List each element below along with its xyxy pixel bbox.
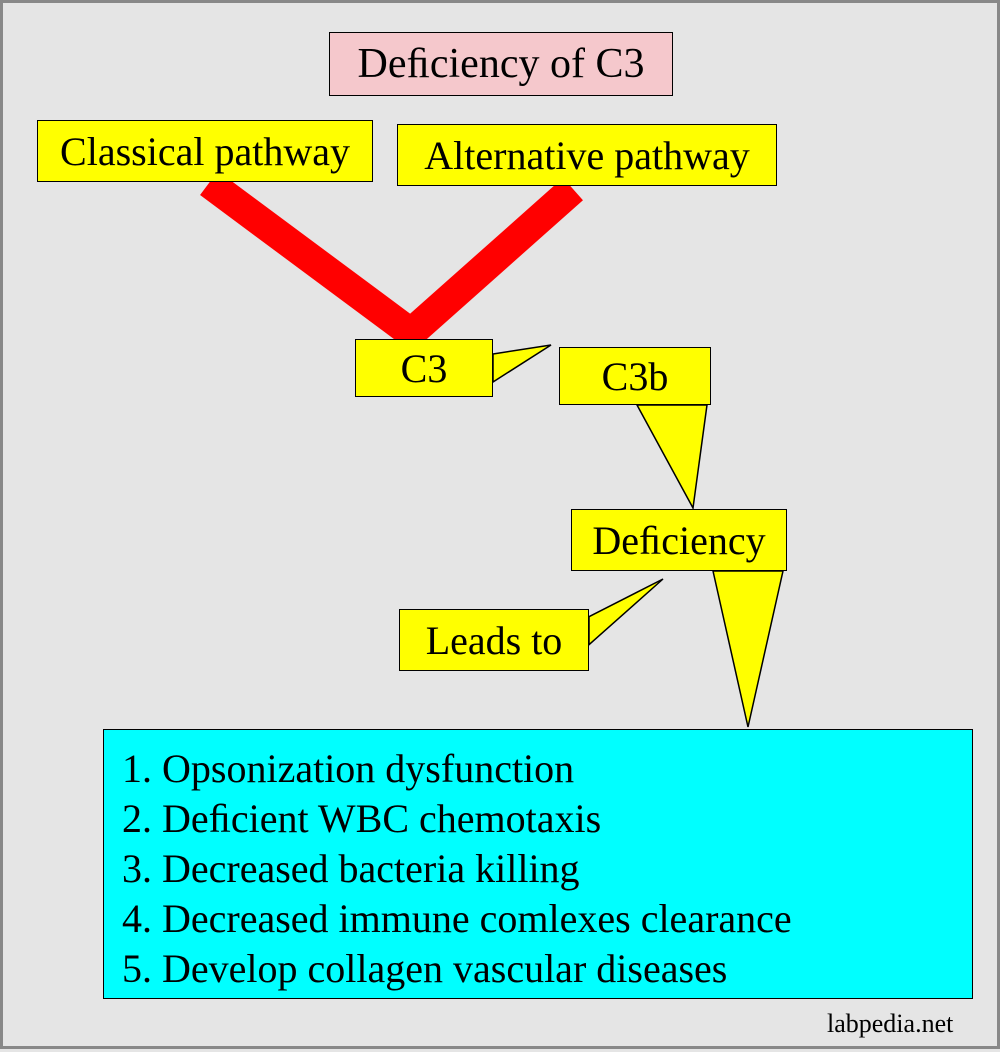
- diagram-title: Deﬁciency of C3: [329, 32, 673, 96]
- alternative-pathway-box: Alternative pathway: [397, 124, 777, 186]
- c3b-box: C3b: [559, 347, 711, 405]
- results-panel: Opsonization dysfunctionDeﬁcient WBC che…: [103, 729, 973, 999]
- results-list: Opsonization dysfunctionDeﬁcient WBC che…: [126, 744, 792, 994]
- source-label: labpedia.net: [827, 1009, 953, 1039]
- leads-to-label: Leads to: [426, 617, 563, 664]
- classical-pathway-label: Classical pathway: [60, 128, 350, 175]
- results-item: Opsonization dysfunction: [162, 744, 792, 794]
- c3-box: C3: [355, 339, 493, 397]
- results-item: Develop collagen vascular diseases: [162, 944, 792, 994]
- diagram-title-text: Deﬁciency of C3: [358, 40, 645, 88]
- classical-pathway-box: Classical pathway: [37, 120, 373, 182]
- leads-to-box: Leads to: [399, 609, 589, 671]
- deficiency-label: Deﬁciency: [592, 517, 765, 564]
- results-item: Deﬁcient WBC chemotaxis: [162, 794, 792, 844]
- c3-label: C3: [401, 345, 448, 392]
- c3b-label: C3b: [602, 353, 669, 400]
- deficiency-box: Deﬁciency: [571, 509, 787, 571]
- source-text: labpedia.net: [827, 1009, 953, 1038]
- alternative-pathway-label: Alternative pathway: [424, 132, 749, 179]
- results-item: Decreased bacteria killing: [162, 844, 792, 894]
- results-item: Decreased immune comlexes clearance: [162, 894, 792, 944]
